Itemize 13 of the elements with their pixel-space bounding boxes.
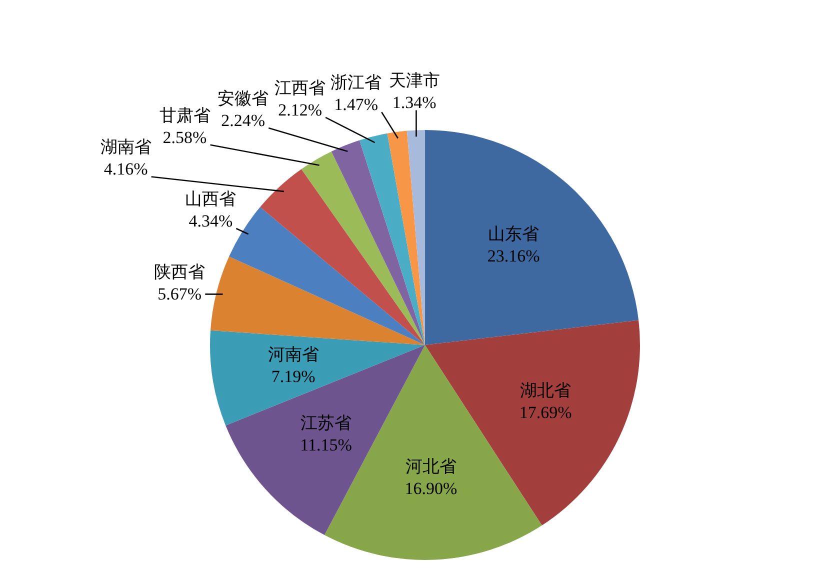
data-label: 浙江省 1.47%: [330, 73, 382, 114]
data-label: 河南省 7.19%: [268, 344, 319, 386]
data-label: 山西省 4.34%: [185, 190, 236, 230]
data-label: 天津市 1.34%: [388, 71, 440, 112]
data-label: 湖北省 17.69%: [519, 380, 572, 422]
data-label: 甘肃省 2.58%: [159, 106, 210, 147]
data-label: 陕西省 5.67%: [154, 262, 206, 304]
data-label: 安徽省 2.24%: [218, 89, 269, 130]
data-label: 江西省 2.12%: [274, 78, 326, 120]
data-label: 河北省 16.90%: [404, 457, 458, 498]
data-label: 湖南省 4.16%: [100, 138, 152, 179]
data-label: 山东省 23.16%: [487, 224, 540, 266]
data-label: 江苏省 11.15%: [300, 413, 352, 454]
